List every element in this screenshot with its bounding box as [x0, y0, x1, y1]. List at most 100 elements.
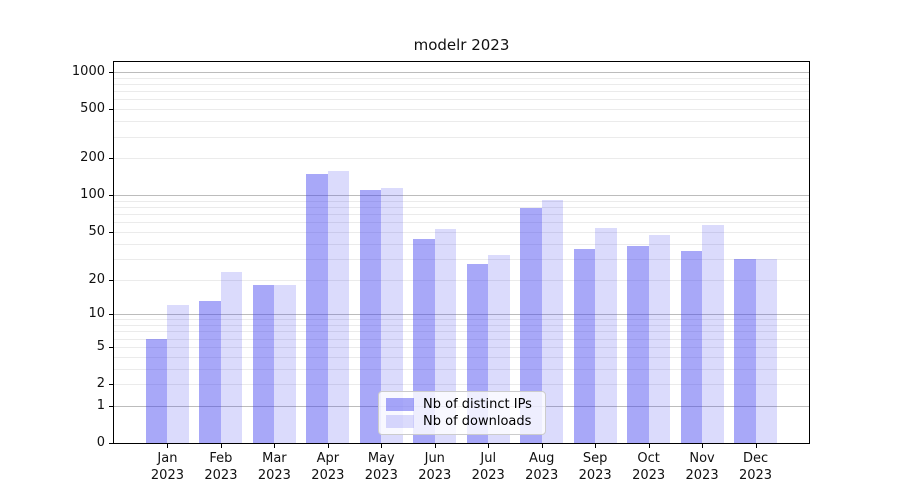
bar-downloads [381, 187, 403, 443]
bar-distinct-ips [359, 190, 382, 443]
chart-title: modelr 2023 [413, 36, 510, 54]
x-tick-label: Jun 2023 [403, 450, 467, 484]
x-tick-year: 2023 [578, 468, 612, 483]
y-tick-label: 50 [88, 223, 105, 239]
legend-entry-distinct-ips: Nb of distinct IPs [386, 396, 537, 413]
x-tick-label: Jan 2023 [135, 450, 199, 484]
gridline-minor [114, 243, 809, 245]
bar-downloads [167, 305, 189, 443]
gridline-minor [114, 91, 809, 93]
gridline-minor [114, 258, 809, 260]
legend-label-distinct-ips: Nb of distinct IPs [423, 397, 532, 412]
gridline-minor [114, 231, 809, 233]
bar-downloads [327, 170, 350, 443]
gridline-minor [114, 121, 809, 123]
y-tick-label: 2 [96, 376, 105, 391]
bar-distinct-ips [252, 284, 275, 443]
x-tick-year: 2023 [150, 468, 184, 483]
y-tick-mark [109, 195, 113, 197]
gridline-minor [114, 346, 809, 348]
gridline-minor [114, 207, 809, 209]
gridline-major [114, 72, 809, 73]
bar-distinct-ips [627, 246, 649, 443]
gridline-minor [114, 368, 809, 370]
x-tick-label: Sep 2023 [563, 450, 627, 484]
bar-downloads [220, 272, 243, 443]
gridline-minor [114, 384, 809, 385]
plot-area [113, 61, 810, 444]
gridline-minor [114, 325, 809, 326]
gridline-minor [114, 331, 809, 333]
gridline-major [114, 195, 809, 197]
x-tick-mark [381, 444, 383, 448]
x-tick-label: Nov 2023 [670, 450, 734, 484]
y-tick-mark [109, 443, 113, 444]
y-tick-mark [109, 158, 113, 160]
gridline-major [114, 314, 809, 316]
y-tick-mark [109, 314, 113, 316]
x-tick-label: Apr 2023 [296, 450, 360, 484]
y-tick-mark [109, 346, 113, 348]
bar-downloads [434, 228, 457, 443]
x-tick-mark [595, 444, 597, 448]
bar-distinct-ips [145, 338, 168, 443]
x-tick-year: 2023 [471, 468, 505, 483]
y-tick-mark [109, 384, 113, 385]
x-tick-year: 2023 [204, 468, 238, 483]
bar-distinct-ips [199, 301, 221, 443]
legend-entry-downloads: Nb of downloads [386, 413, 537, 430]
bar-distinct-ips [520, 207, 542, 443]
x-tick-mark [541, 444, 543, 448]
y-tick-label: 1000 [71, 64, 105, 79]
x-tick-mark [220, 444, 222, 448]
x-tick-year: 2023 [632, 468, 666, 483]
x-tick-label: Dec 2023 [724, 450, 788, 484]
y-tick-label: 10 [88, 306, 105, 322]
x-tick-year: 2023 [738, 468, 773, 483]
gridline-minor [114, 99, 809, 101]
legend-swatch-downloads [386, 415, 414, 428]
gridline-minor [114, 200, 809, 202]
bar-distinct-ips [680, 250, 703, 443]
legend-swatch-distinct-ips [386, 398, 414, 411]
bar-distinct-ips [306, 173, 328, 443]
y-tick-mark [109, 72, 113, 73]
x-tick-label: Oct 2023 [617, 450, 681, 484]
x-tick-year: 2023 [257, 468, 291, 483]
x-tick-label: Aug 2023 [510, 450, 574, 484]
x-tick-year: 2023 [685, 468, 719, 483]
y-tick-mark [109, 109, 113, 111]
gridline-minor [114, 222, 809, 224]
y-tick-mark [109, 405, 113, 407]
bar-downloads [541, 199, 564, 443]
x-tick-year: 2023 [311, 468, 345, 483]
legend: Nb of distinct IPs Nb of downloads [378, 391, 546, 435]
x-tick-label: Jul 2023 [456, 450, 520, 484]
y-tick-label: 200 [80, 150, 105, 166]
gridline-minor [114, 158, 809, 160]
x-tick-mark [488, 444, 490, 448]
bar-downloads [648, 235, 671, 443]
y-tick-label: 5 [96, 338, 105, 354]
x-tick-year: 2023 [525, 468, 559, 483]
bar-downloads [755, 258, 778, 443]
y-tick-mark [109, 231, 113, 233]
gridline-minor [114, 136, 809, 138]
x-tick-mark [274, 444, 276, 448]
gridline-minor [114, 279, 809, 281]
x-tick-mark [702, 444, 704, 448]
bar-downloads [595, 227, 617, 443]
x-tick-mark [167, 444, 169, 448]
x-tick-label: Mar 2023 [242, 450, 306, 484]
x-tick-mark [327, 444, 329, 448]
y-tick-label: 500 [80, 101, 105, 117]
y-tick-label: 100 [80, 187, 105, 203]
y-tick-label: 1 [96, 397, 105, 413]
gridline-minor [114, 338, 809, 340]
legend-label-downloads: Nb of downloads [423, 414, 532, 429]
bar-distinct-ips [734, 258, 756, 443]
gridline-minor [114, 109, 809, 111]
gridline-minor [114, 356, 809, 358]
bar-downloads [274, 284, 296, 443]
